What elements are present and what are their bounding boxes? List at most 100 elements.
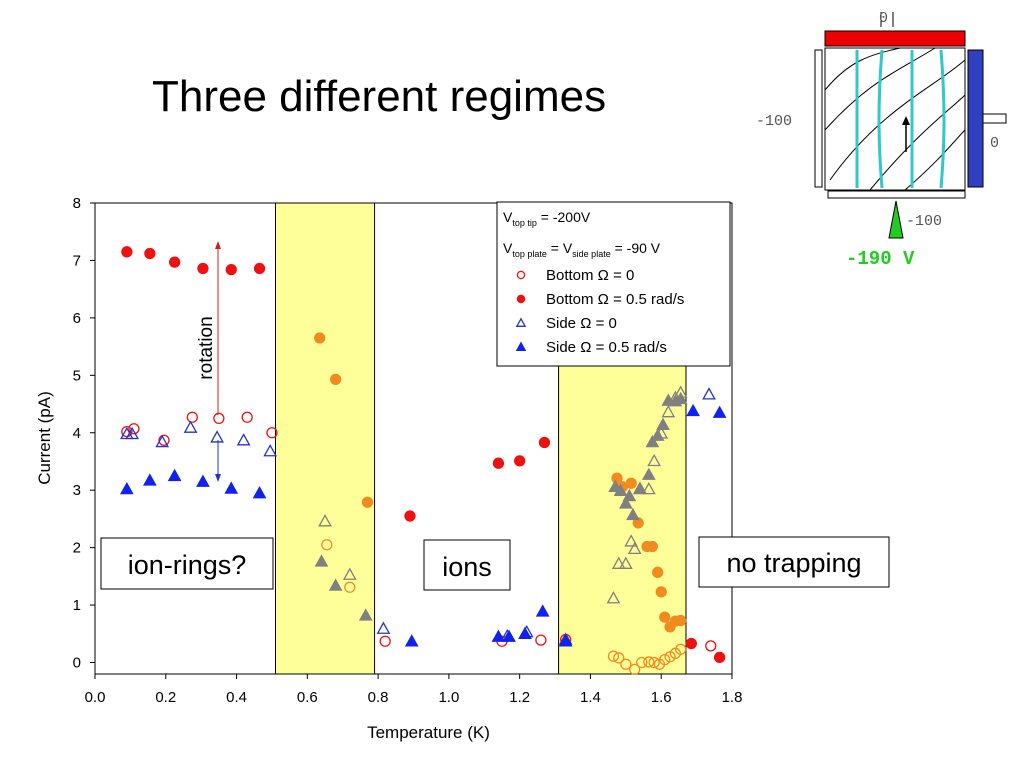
data-point [168, 256, 181, 268]
data-point [252, 485, 267, 499]
y-tick-label: 4 [73, 425, 81, 442]
data-point [606, 591, 621, 604]
voltage-arrow [888, 200, 904, 239]
data-point [648, 656, 660, 669]
legend-header-line2: Vtop plate = Vside plate = -90 V [503, 240, 661, 259]
data-point [661, 404, 676, 418]
data-point [655, 586, 667, 598]
data-point [633, 481, 647, 495]
data-point [652, 566, 664, 578]
data-point [344, 581, 356, 593]
data-point [535, 634, 547, 646]
regime-label-no-trapping: no trapping [726, 548, 861, 578]
data-point [236, 433, 251, 446]
data-point [629, 663, 641, 676]
data-point [627, 541, 642, 555]
data-point [643, 656, 655, 668]
data-point [502, 629, 516, 642]
data-point [144, 247, 156, 260]
legend-entry-label: Bottom Ω = 0.5 rad/s [546, 291, 684, 308]
data-point [622, 488, 637, 502]
data-point [646, 540, 659, 553]
electrode-diagram: 0 -100 0 -100 -190 V [756, 10, 1007, 270]
data-point [613, 652, 625, 664]
series-7 [318, 385, 688, 604]
data-point [183, 420, 198, 433]
slide-title: Three different regimes [152, 72, 607, 121]
left-plate [814, 49, 823, 188]
data-point [121, 246, 133, 258]
data-point [142, 473, 157, 486]
data-point [379, 635, 391, 647]
highlight-region [274, 202, 376, 675]
data-point [647, 453, 661, 467]
data-point [659, 611, 671, 623]
x-tick-label: 1.4 [580, 689, 601, 706]
data-point [685, 637, 697, 650]
data-point [167, 468, 182, 482]
data-point [705, 640, 717, 652]
data-points [119, 246, 727, 676]
data-point [618, 556, 633, 569]
data-point [358, 608, 373, 621]
data-point [514, 455, 526, 467]
data-point [155, 434, 170, 448]
data-point [641, 481, 656, 495]
y-tick-label: 1 [73, 597, 81, 614]
rotation-arrow-down-head [215, 474, 221, 482]
y-axis-label: Current (pA) [35, 391, 54, 485]
bottom-plate [827, 190, 966, 199]
data-point [538, 436, 551, 449]
series-3 [119, 403, 727, 647]
data-point [675, 643, 687, 655]
data-point [119, 481, 134, 495]
series-5 [321, 539, 687, 676]
regime-box-ions [423, 539, 511, 591]
legend-entry-label: Side Ω = 0 [546, 315, 617, 332]
data-point [535, 604, 550, 617]
x-tick-label: 1.6 [651, 689, 672, 706]
data-point [645, 434, 660, 448]
x-tick-label: 0.4 [226, 689, 247, 706]
x-tick-label: 0.8 [368, 689, 389, 706]
series-1 [121, 246, 726, 663]
data-point [611, 556, 626, 569]
equipotential-line [829, 59, 966, 181]
legend-marker [516, 270, 526, 280]
equipotential-line [904, 129, 966, 191]
data-point [673, 391, 688, 405]
legend-entry-label: Side Ω = 0.5 rad/s [546, 339, 667, 356]
legend-marker [515, 341, 527, 351]
series-4 [314, 332, 687, 633]
data-point [253, 262, 266, 275]
data-point [213, 412, 225, 425]
legend-header-line1: Vtop tip = -200V [503, 209, 591, 228]
data-point [210, 430, 224, 443]
legend-entries: Bottom Ω = 0 Bottom Ω = 0.5 rad/s Side Ω =… [515, 267, 684, 356]
side-plate [967, 49, 984, 188]
label-bottom: -100 [906, 213, 942, 230]
rotation-annotation: rotation [196, 241, 221, 482]
data-point [673, 385, 688, 398]
legend: Vtop tip = -200V Vtop plate = Vside plat… [496, 201, 731, 367]
y-tick-label: 3 [73, 482, 81, 499]
regime-box-ion-rings [100, 537, 274, 590]
equipotential-line [824, 47, 936, 131]
data-point [654, 426, 669, 439]
data-point [263, 444, 278, 457]
y-tick-label: 5 [73, 367, 81, 384]
equipotential-line [824, 47, 901, 91]
y-tick-label: 6 [73, 310, 81, 327]
data-point [376, 621, 391, 634]
plot-frame [94, 202, 733, 675]
legend-entry-label: Bottom Ω = 0 [546, 267, 634, 284]
x-tick-label: 1.2 [509, 689, 530, 706]
data-point [158, 434, 170, 446]
data-point [196, 474, 210, 487]
regime-label-ion-rings: ion-rings? [128, 550, 247, 580]
data-point [625, 477, 637, 489]
data-point [404, 510, 416, 522]
trap-outline [824, 47, 966, 191]
data-point [675, 614, 687, 627]
